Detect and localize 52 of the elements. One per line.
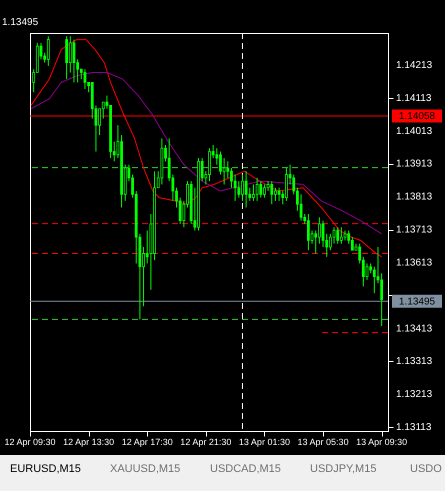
y-tick-label: 1.13713: [396, 224, 433, 236]
x-tick-label: 13 Apr 01:30: [238, 437, 290, 447]
candlestick: [256, 177, 259, 202]
y-tick-label: 1.14013: [396, 126, 433, 137]
x-tick-label: 13 Apr 09:30: [356, 437, 408, 447]
text: 1.13495: [2, 17, 39, 28]
candlestick: [285, 167, 288, 202]
candlestick: [336, 226, 340, 244]
candlestick: [270, 180, 274, 205]
y-tick-label: 1.13413: [396, 323, 433, 334]
y-tick-label: 1.14113: [396, 92, 432, 104]
x-tick-label: 13 Apr 05:30: [298, 437, 349, 447]
candlestick: [208, 148, 211, 182]
candlestick: [340, 226, 343, 244]
candlestick: [72, 39, 76, 83]
candlestick: [306, 214, 310, 251]
candlestick: [68, 36, 72, 74]
candlestick: [65, 36, 68, 80]
candlestick: [372, 266, 376, 294]
candlestick: [278, 187, 280, 202]
candlestick: [366, 262, 368, 280]
text: XAUUSD,M15: [110, 463, 180, 475]
text: EURUSD,M15: [10, 463, 81, 475]
candlestick: [344, 230, 346, 241]
y-tick-label: 1.13113: [396, 422, 432, 434]
ref-line-label: 1.13495: [398, 296, 436, 308]
candlestick: [84, 68, 86, 90]
y-tick-label: 1.14213: [396, 60, 433, 71]
candlestick: [226, 160, 230, 178]
x-tick-label: 12 Apr 09:30: [4, 437, 56, 447]
y-tick-label: 1.13813: [396, 192, 433, 203]
ref-line-label: 1.14058: [398, 110, 436, 122]
candlestick: [244, 170, 248, 208]
candlestick: [274, 187, 277, 202]
x-tick-label: 12 Apr 21:30: [180, 437, 232, 447]
x-tick-label: 12 Apr 13:30: [63, 437, 114, 447]
candlestick: [318, 216, 321, 244]
text: USDJPY,M15: [310, 463, 376, 475]
y-tick-label: 1.13313: [396, 356, 433, 368]
text: USDO: [410, 463, 442, 475]
y-tick-label: 1.13213: [396, 389, 433, 400]
candlestick: [259, 180, 262, 198]
candlestick: [369, 262, 372, 274]
candlestick: [380, 272, 384, 326]
y-tick-label: 1.13913: [396, 158, 433, 170]
x-tick-label: 12 Apr 17:30: [122, 437, 173, 447]
candlestick: [241, 174, 244, 202]
candlestick: [263, 184, 266, 198]
text: USDCAD,M15: [210, 463, 281, 475]
y-tick-label: 1.13613: [396, 257, 433, 268]
candlestick: [350, 236, 354, 251]
candlestick: [222, 158, 226, 185]
